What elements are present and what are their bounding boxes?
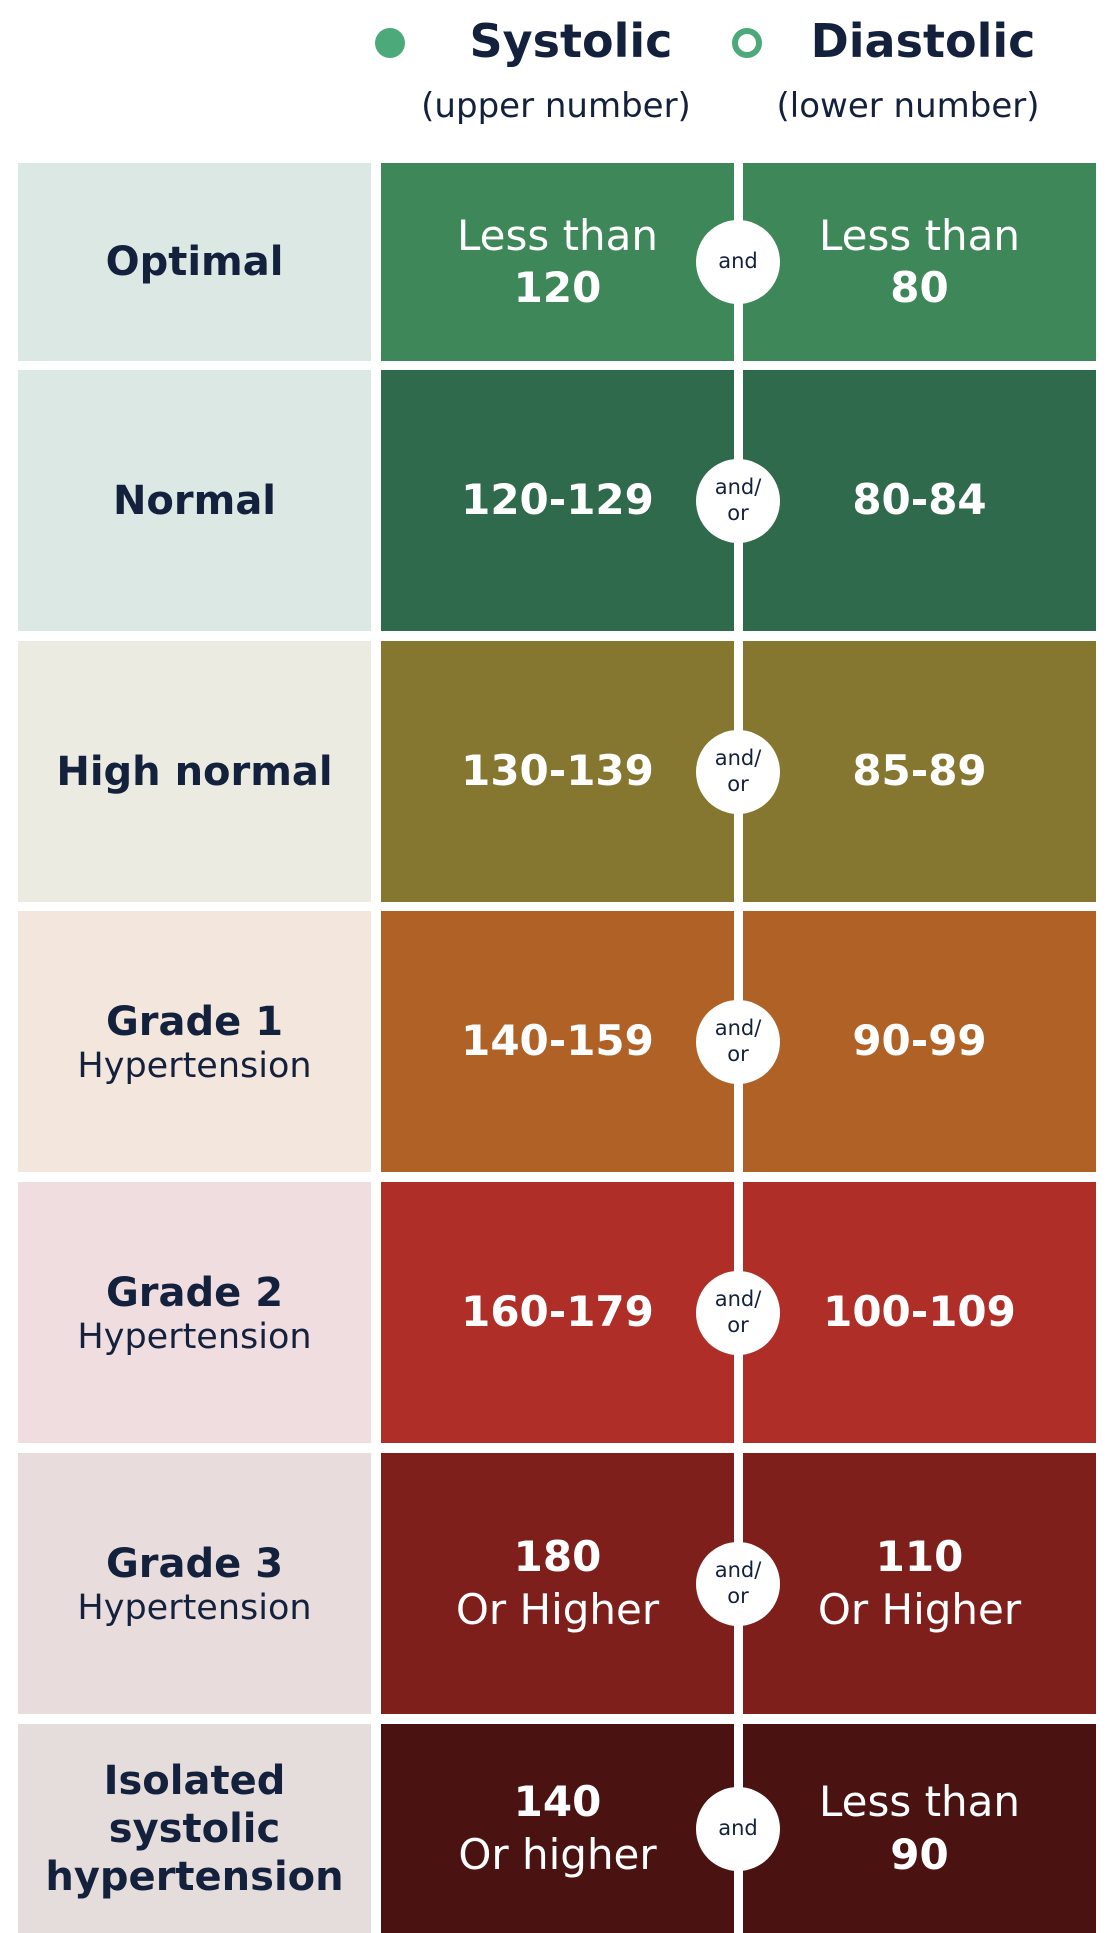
connector-text: or bbox=[727, 1041, 749, 1066]
row-sublabel: Hypertension bbox=[77, 1587, 312, 1628]
systolic-value: 180 bbox=[513, 1532, 602, 1581]
connector-text: or bbox=[727, 771, 749, 796]
systolic-marker bbox=[375, 28, 405, 58]
connector: and/or bbox=[696, 1270, 780, 1355]
diastolic-cell: Less than 90 bbox=[743, 1724, 1096, 1933]
row-label: High normal bbox=[56, 748, 333, 795]
diastolic-subtitle: (lower number) bbox=[776, 86, 1040, 126]
connector-text: and/ bbox=[714, 1558, 762, 1583]
connector-text: or bbox=[727, 500, 749, 525]
systolic-cell: 140-159 bbox=[381, 911, 734, 1172]
diastolic-marker bbox=[732, 28, 762, 58]
systolic-title: Systolic bbox=[469, 14, 673, 68]
row-label-cell: Optimal bbox=[18, 163, 371, 361]
systolic-cell: 180 Or Higher bbox=[381, 1453, 734, 1714]
diastolic-cell: 90-99 bbox=[743, 911, 1096, 1172]
connector-text: and/ bbox=[714, 746, 762, 771]
row-label-cell: Isolated systolic hypertension bbox=[18, 1724, 371, 1933]
diastolic-title: Diastolic bbox=[810, 14, 1036, 68]
row-label-cell: Grade 1 Hypertension bbox=[18, 911, 371, 1172]
row-label: Grade 3 bbox=[105, 1540, 284, 1587]
row-label-cell: Normal bbox=[18, 370, 371, 631]
connector: and/or bbox=[696, 999, 780, 1084]
connector-text: and/ bbox=[714, 1287, 762, 1312]
diastolic-value: 110 bbox=[875, 1532, 964, 1581]
systolic-cell: 140 Or higher bbox=[381, 1724, 734, 1933]
diastolic-cell: Less than 80 bbox=[743, 163, 1096, 361]
systolic-value: 160-179 bbox=[461, 1287, 654, 1337]
legend-markers bbox=[375, 28, 762, 58]
connector-text: and/ bbox=[714, 475, 762, 500]
row-label: Optimal bbox=[105, 239, 284, 285]
systolic-cell: 130-139 bbox=[381, 641, 734, 902]
row-label: Isolated systolic hypertension bbox=[45, 1757, 344, 1900]
connector-text: or bbox=[727, 1312, 749, 1337]
connector: and bbox=[696, 220, 780, 304]
row-label-cell: Grade 2 Hypertension bbox=[18, 1182, 371, 1443]
systolic-subtitle: (upper number) bbox=[421, 86, 691, 126]
systolic-prefix: Less than bbox=[456, 210, 659, 260]
diastolic-prefix: Less than bbox=[818, 210, 1021, 260]
connector-text: and bbox=[718, 1815, 758, 1840]
diastolic-value: 80 bbox=[890, 263, 949, 312]
systolic-suffix: Or higher bbox=[458, 1829, 657, 1879]
connector: and bbox=[696, 1786, 780, 1871]
diastolic-value: 90 bbox=[890, 1829, 949, 1879]
row-sublabel: Hypertension bbox=[77, 1045, 312, 1086]
diastolic-value: 100-109 bbox=[823, 1287, 1016, 1337]
systolic-cell: Less than 120 bbox=[381, 163, 734, 361]
connector-text: and bbox=[718, 249, 758, 274]
diastolic-cell: 80-84 bbox=[743, 370, 1096, 631]
systolic-value: 120 bbox=[513, 263, 602, 312]
systolic-suffix: Or Higher bbox=[455, 1584, 660, 1634]
diastolic-prefix: Less than bbox=[818, 1777, 1021, 1826]
diastolic-value: 85-89 bbox=[852, 746, 987, 796]
systolic-value: 120-129 bbox=[461, 475, 654, 525]
diastolic-value: 80-84 bbox=[852, 475, 987, 525]
diastolic-cell: 100-109 bbox=[743, 1182, 1096, 1443]
row-label: Grade 1 bbox=[105, 998, 284, 1045]
row-label-cell: Grade 3 Hypertension bbox=[18, 1453, 371, 1714]
connector: and/or bbox=[696, 729, 780, 814]
diastolic-cell: 85-89 bbox=[743, 641, 1096, 902]
connector-text: or bbox=[727, 1583, 749, 1608]
connector-text: and/ bbox=[714, 1016, 762, 1041]
connector: and/or bbox=[696, 458, 780, 543]
row-label: Normal bbox=[112, 477, 277, 524]
row-sublabel: Hypertension bbox=[77, 1316, 312, 1357]
row-label-cell: High normal bbox=[18, 641, 371, 902]
systolic-value: 140 bbox=[513, 1777, 602, 1826]
systolic-cell: 120-129 bbox=[381, 370, 734, 631]
diastolic-cell: 110 Or Higher bbox=[743, 1453, 1096, 1714]
diastolic-suffix: Or Higher bbox=[817, 1584, 1022, 1634]
systolic-value: 140-159 bbox=[461, 1016, 654, 1066]
systolic-value: 130-139 bbox=[461, 746, 654, 796]
connector: and/or bbox=[696, 1541, 780, 1626]
row-label: Grade 2 bbox=[105, 1269, 284, 1316]
systolic-cell: 160-179 bbox=[381, 1182, 734, 1443]
diastolic-value: 90-99 bbox=[852, 1016, 987, 1066]
